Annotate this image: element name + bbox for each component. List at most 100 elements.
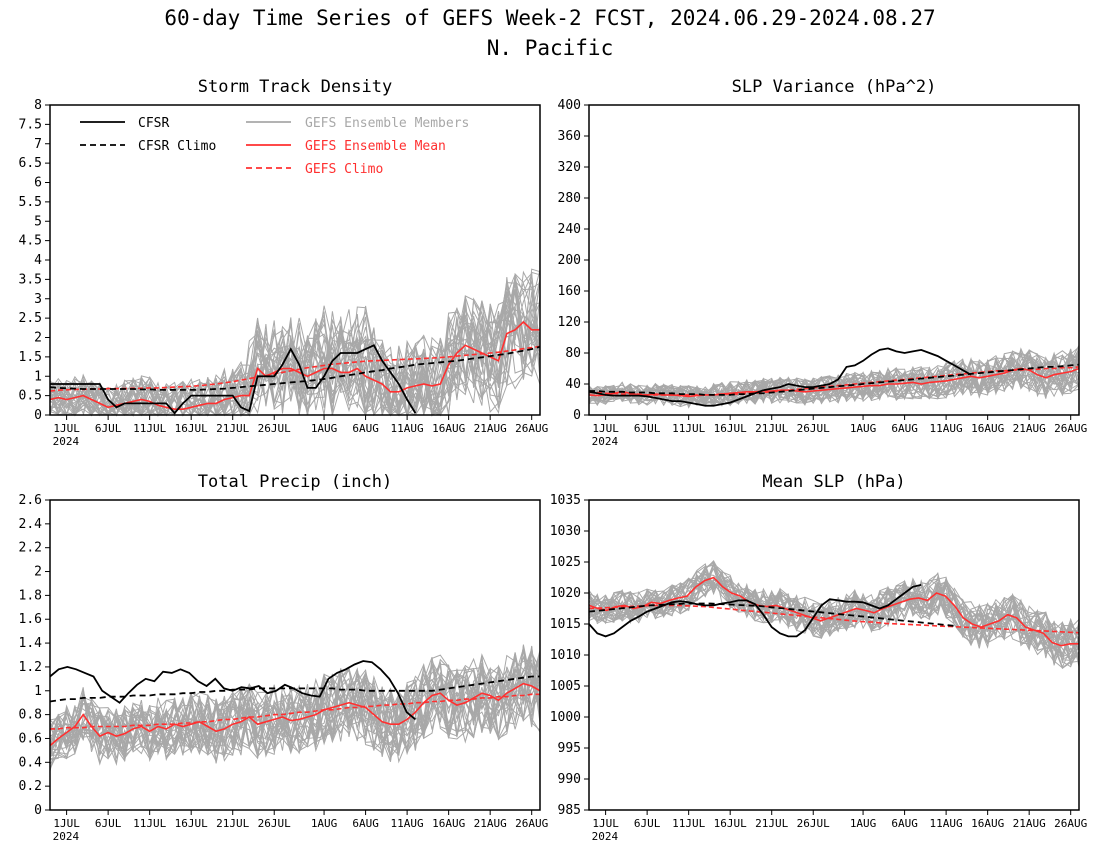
- panel-3: Total Precip (inch) 0 0.2 0.4 0.6 0.8 1 1.2 1.4 1…: [19, 472, 549, 843]
- y-tick-label: 200: [558, 253, 581, 268]
- x-tick-label: 21AUG: [1013, 817, 1046, 830]
- series-line-gefs-ensemble-mean: [49, 320, 540, 411]
- y-tick-label: 990: [558, 772, 581, 787]
- x-tick-label: 1JUL: [53, 422, 80, 435]
- y-tick-label: 2.4: [19, 517, 43, 532]
- y-tick-label: 160: [558, 284, 581, 299]
- y-tick-label: 4.5: [19, 234, 42, 249]
- y-tick-label: 1.4: [19, 636, 43, 651]
- y-tick-label: 1000: [550, 710, 581, 725]
- y-tick-label: 0: [34, 408, 42, 423]
- member-line: [49, 289, 541, 417]
- series-line-cfsr: [50, 344, 417, 415]
- y-tick-label: 1: [34, 369, 42, 384]
- x-tick-label: 21JUL: [216, 422, 249, 435]
- legend-label: GEFS Climo: [305, 162, 383, 177]
- figure-title: 60-day Time Series of GEFS Week-2 FCST, …: [164, 6, 936, 30]
- x-tick-label: 11JUL: [672, 422, 705, 435]
- y-tick-label: 3: [34, 292, 42, 307]
- y-tick-label: 6.5: [19, 156, 42, 171]
- x-tick-label: 16JUL: [714, 422, 747, 435]
- x-tick-label: 11JUL: [133, 817, 166, 830]
- member-line: [589, 352, 1080, 407]
- x-tick-label: 26AUG: [1054, 422, 1087, 435]
- x-tick-label: 26JUL: [797, 817, 830, 830]
- x-year-label: 2024: [53, 830, 80, 843]
- x-tick-label: 1JUL: [592, 422, 619, 435]
- x-year-label: 2024: [53, 435, 80, 448]
- region-title: N. Pacific: [486, 36, 614, 60]
- panel-2: SLP Variance (hPa^2) 0 40 80 120 160 200 240 280…: [558, 77, 1088, 448]
- x-tick-label: 21JUL: [755, 817, 788, 830]
- x-tick-label: 26AUG: [515, 422, 548, 435]
- y-tick-label: 1.8: [19, 588, 42, 603]
- x-tick-label: 1AUG: [850, 422, 877, 435]
- y-tick-label: 6: [34, 176, 42, 191]
- x-tick-label: 1JUL: [592, 817, 619, 830]
- series-line-cfsr: [588, 347, 972, 407]
- x-tick-label: 11AUG: [391, 817, 424, 830]
- y-tick-label: 360: [558, 129, 581, 144]
- y-tick-label: 0: [573, 408, 581, 423]
- y-tick-label: 2.5: [19, 311, 42, 326]
- member-line: [49, 279, 541, 417]
- member-line: [49, 653, 541, 756]
- series-line-cfsr: [588, 584, 922, 638]
- panel-title: Total Precip (inch): [198, 472, 392, 492]
- member-line: [49, 291, 541, 417]
- legend: CFSR CFSR Climo GEFS Ensemble Members GEFS …: [80, 116, 469, 177]
- y-tick-label: 80: [565, 346, 581, 361]
- y-tick-label: 320: [558, 160, 581, 175]
- x-tick-label: 16JUL: [175, 422, 208, 435]
- ensemble-members: [588, 345, 1080, 409]
- y-tick-label: 0.4: [19, 755, 43, 770]
- y-tick-label: 2: [34, 565, 42, 580]
- x-tick-label: 1AUG: [311, 817, 338, 830]
- y-tick-label: 1030: [550, 524, 581, 539]
- y-tick-label: 1035: [550, 493, 581, 508]
- x-tick-label: 11AUG: [930, 422, 963, 435]
- y-tick-label: 0.5: [19, 389, 42, 404]
- panel-title: Mean SLP (hPa): [762, 472, 905, 492]
- series-line-gefs-ensemble-mean: [49, 682, 541, 747]
- y-tick-label: 2: [34, 331, 42, 346]
- member-line: [588, 562, 1080, 652]
- x-tick-label: 6JUL: [95, 422, 122, 435]
- x-tick-label: 6JUL: [634, 422, 661, 435]
- legend-label: CFSR Climo: [138, 139, 216, 154]
- member-line: [49, 269, 541, 417]
- x-tick-label: 6AUG: [352, 422, 379, 435]
- x-year-label: 2024: [592, 435, 619, 448]
- y-tick-label: 3.5: [19, 272, 42, 287]
- x-tick-label: 6AUG: [891, 422, 918, 435]
- y-tick-label: 400: [558, 98, 581, 113]
- x-tick-label: 26JUL: [258, 422, 291, 435]
- x-tick-label: 1AUG: [311, 422, 338, 435]
- y-tick-label: 1: [34, 684, 42, 699]
- x-tick-label: 11JUL: [672, 817, 705, 830]
- y-tick-label: 1025: [550, 555, 581, 570]
- x-tick-label: 21JUL: [755, 422, 788, 435]
- x-tick-label: 1AUG: [850, 817, 877, 830]
- y-tick-label: 0.8: [19, 708, 42, 723]
- series-line-gefs-climo: [589, 366, 1080, 396]
- series-line-gefs-climo: [588, 604, 1080, 634]
- y-tick-label: 1015: [550, 617, 581, 632]
- y-tick-label: 1020: [550, 586, 581, 601]
- x-tick-label: 16AUG: [432, 422, 465, 435]
- legend-label: CFSR: [138, 116, 169, 131]
- ensemble-members: [588, 559, 1080, 670]
- x-tick-label: 11AUG: [930, 817, 963, 830]
- y-tick-label: 995: [558, 741, 581, 756]
- y-tick-label: 4: [34, 253, 42, 268]
- y-tick-label: 1.6: [19, 612, 42, 627]
- panel-title: Storm Track Density: [198, 77, 392, 97]
- legend-label: GEFS Ensemble Mean: [305, 139, 446, 154]
- series-line-cfsr-climo: [49, 345, 541, 391]
- series-line-cfsr-climo: [588, 602, 955, 627]
- x-tick-label: 16AUG: [432, 817, 465, 830]
- x-tick-label: 21AUG: [474, 817, 507, 830]
- panel-4: Mean SLP (hPa) 985 990 995 1000 1005 1010 1015 1…: [550, 472, 1088, 843]
